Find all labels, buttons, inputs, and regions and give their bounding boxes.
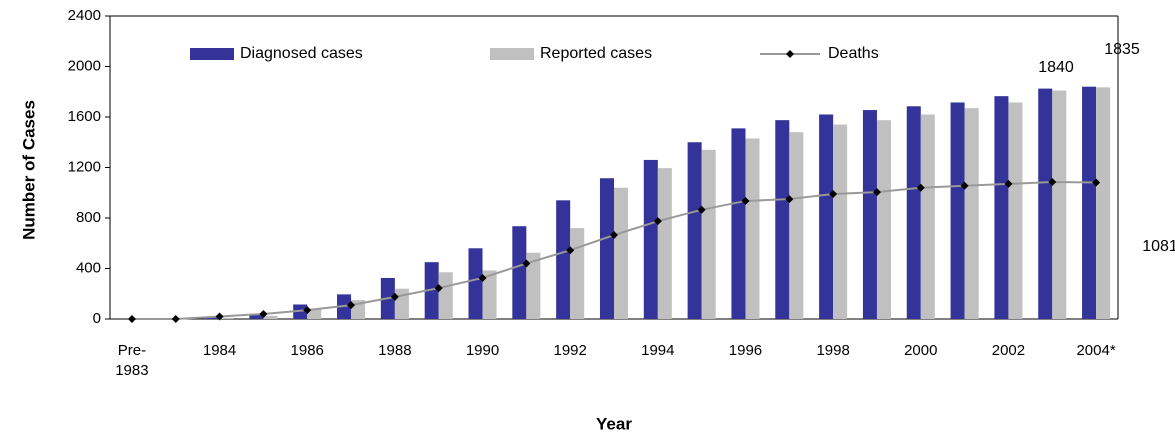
bar [950, 102, 965, 319]
line-marker [347, 301, 356, 310]
y-tick-label: 1200 [68, 158, 101, 175]
line-marker [960, 181, 969, 190]
bar [876, 120, 891, 319]
x-axis-label: Year [596, 414, 632, 433]
bar [482, 270, 497, 319]
x-tick-label: 1988 [378, 342, 412, 359]
bar [599, 178, 614, 319]
data-label: 1081 [1142, 238, 1175, 255]
line-marker [303, 306, 312, 315]
line-marker [1092, 178, 1101, 187]
bar [789, 132, 804, 319]
line-marker [127, 315, 136, 323]
line-marker [478, 273, 487, 282]
x-tick-label: 1990 [465, 342, 500, 359]
bar [920, 114, 935, 319]
y-tick-label: 0 [93, 310, 101, 327]
x-tick-label: 1984 [202, 342, 237, 359]
bar [745, 138, 760, 319]
line-marker [872, 188, 881, 197]
line-marker [215, 312, 224, 321]
bar [438, 272, 453, 319]
line-marker [653, 217, 662, 226]
data-label: 1835 [1104, 41, 1140, 58]
legend-swatch [190, 48, 234, 60]
bar [219, 317, 234, 319]
x-tick-label: 1998 [816, 342, 850, 359]
x-tick-label: Pre-1983 [115, 342, 149, 379]
bar [701, 149, 716, 319]
bar [964, 108, 979, 319]
bar [263, 315, 278, 319]
line-marker [259, 309, 268, 318]
bar [833, 124, 848, 319]
bar [1008, 102, 1023, 319]
y-tick-label: 2000 [68, 57, 101, 74]
line-marker [785, 195, 794, 204]
line-marker [610, 231, 618, 240]
bar [614, 187, 629, 319]
legend-label: Diagnosed cases [240, 45, 363, 62]
line-marker [566, 246, 575, 255]
y-tick-label: 1600 [68, 108, 101, 125]
bar [394, 288, 409, 319]
x-tick-label: 2000 [904, 342, 938, 359]
bar [819, 114, 834, 319]
legend-label: Deaths [828, 45, 879, 62]
x-tick-label: 2002 [991, 342, 1026, 359]
line-marker [390, 292, 399, 301]
line-marker [434, 284, 443, 293]
x-tick-label: 1994 [641, 342, 675, 359]
data-label: 1840 [1038, 59, 1074, 76]
bar [1096, 87, 1111, 319]
y-tick-label: 400 [76, 259, 101, 276]
bar [775, 120, 790, 319]
line-marker [829, 190, 838, 199]
bar [512, 226, 527, 319]
x-tick-label: 1986 [290, 342, 324, 359]
bar [307, 308, 322, 319]
line-marker [522, 259, 531, 268]
line-marker [697, 205, 706, 214]
line-marker [1004, 179, 1013, 188]
bar [205, 317, 220, 319]
bar [424, 262, 439, 319]
y-axis-label: Number of Cases [19, 100, 38, 240]
bar [1082, 86, 1097, 319]
bar [1038, 88, 1053, 319]
line-marker [171, 315, 180, 323]
line-marker [916, 183, 925, 192]
bar [556, 200, 571, 319]
legend-swatch [490, 48, 534, 60]
x-tick-label: 1992 [553, 342, 587, 359]
x-tick-label: 1996 [728, 342, 763, 359]
line-marker [1048, 178, 1057, 187]
bar [1052, 90, 1067, 319]
bar [994, 96, 1009, 319]
bar [249, 314, 264, 319]
x-tick-label: 2004* [1076, 342, 1116, 359]
bar [657, 168, 672, 319]
bar [687, 142, 702, 319]
bar [468, 248, 483, 319]
bar [570, 228, 585, 319]
bar [731, 128, 746, 319]
legend-marker [786, 50, 794, 58]
y-tick-label: 2400 [68, 7, 101, 24]
y-tick-label: 800 [76, 209, 101, 226]
bar [526, 252, 541, 319]
bar [643, 159, 658, 319]
bar [862, 110, 877, 320]
bar [906, 106, 921, 319]
legend-label: Reported cases [540, 45, 652, 62]
line-marker [741, 196, 750, 205]
